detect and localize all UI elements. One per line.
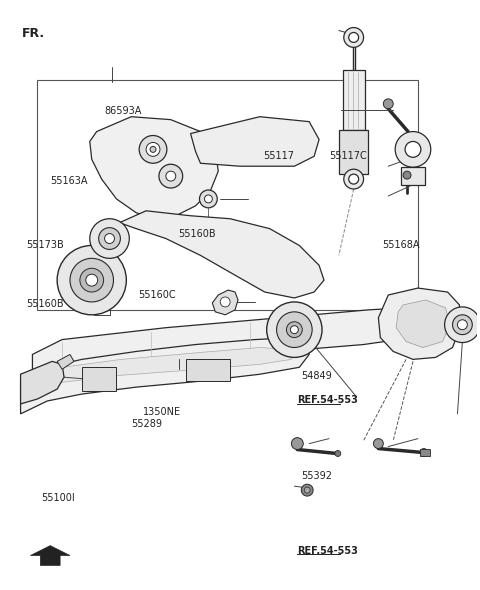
Polygon shape	[57, 355, 74, 369]
Ellipse shape	[274, 322, 315, 337]
Text: 86593A: 86593A	[105, 106, 142, 116]
Text: 1350NE: 1350NE	[143, 407, 181, 417]
Polygon shape	[396, 300, 450, 348]
Ellipse shape	[67, 270, 117, 290]
Circle shape	[204, 195, 212, 203]
Circle shape	[405, 142, 421, 158]
Text: 55289: 55289	[131, 418, 162, 428]
Text: 55117: 55117	[263, 151, 294, 161]
Circle shape	[99, 228, 120, 250]
Polygon shape	[47, 348, 291, 384]
Polygon shape	[37, 80, 418, 310]
Circle shape	[276, 312, 312, 348]
Circle shape	[150, 146, 156, 152]
Bar	[339, 130, 369, 174]
Circle shape	[200, 190, 217, 208]
Text: 55100I: 55100I	[41, 493, 74, 503]
Bar	[401, 167, 425, 185]
Text: 55168A: 55168A	[383, 240, 420, 250]
Polygon shape	[21, 361, 64, 404]
Bar	[420, 448, 430, 457]
Bar	[343, 70, 364, 130]
Circle shape	[301, 484, 313, 496]
Text: 55160B: 55160B	[179, 229, 216, 238]
Circle shape	[420, 448, 428, 457]
Text: REF.54-553: REF.54-553	[297, 546, 358, 556]
Circle shape	[70, 258, 113, 302]
Circle shape	[146, 142, 160, 156]
Circle shape	[344, 28, 363, 47]
Circle shape	[220, 297, 230, 307]
Circle shape	[395, 132, 431, 167]
Text: FR.: FR.	[22, 27, 45, 40]
Circle shape	[304, 487, 310, 493]
Circle shape	[105, 234, 114, 244]
Circle shape	[139, 136, 167, 163]
Circle shape	[267, 302, 322, 358]
Circle shape	[291, 438, 303, 450]
Circle shape	[403, 171, 411, 179]
Polygon shape	[120, 211, 324, 298]
Circle shape	[457, 320, 468, 330]
Circle shape	[453, 315, 472, 335]
Polygon shape	[82, 368, 117, 391]
Polygon shape	[191, 117, 319, 166]
Circle shape	[344, 169, 363, 189]
Text: REF.54-553: REF.54-553	[297, 395, 358, 405]
Circle shape	[287, 322, 302, 337]
Polygon shape	[30, 546, 70, 565]
Text: 55392: 55392	[301, 471, 333, 481]
Circle shape	[290, 326, 298, 333]
Circle shape	[90, 219, 129, 258]
Circle shape	[80, 268, 104, 292]
Text: 54849: 54849	[301, 371, 333, 381]
Polygon shape	[378, 288, 459, 359]
Text: 55173B: 55173B	[26, 240, 64, 250]
Polygon shape	[186, 359, 230, 381]
Circle shape	[159, 164, 183, 188]
Polygon shape	[33, 308, 413, 387]
Circle shape	[373, 438, 384, 448]
Circle shape	[384, 99, 393, 109]
Polygon shape	[212, 290, 238, 315]
Circle shape	[166, 171, 176, 181]
Text: 55160B: 55160B	[26, 299, 64, 309]
Circle shape	[57, 245, 126, 315]
Circle shape	[349, 32, 359, 42]
Circle shape	[349, 174, 359, 184]
Polygon shape	[21, 337, 309, 414]
Text: 55117C: 55117C	[329, 151, 367, 161]
Text: 55163A: 55163A	[50, 176, 88, 186]
Circle shape	[444, 307, 480, 343]
Text: 55160C: 55160C	[138, 290, 176, 300]
Circle shape	[335, 451, 341, 457]
Polygon shape	[90, 117, 218, 219]
Circle shape	[86, 274, 97, 286]
